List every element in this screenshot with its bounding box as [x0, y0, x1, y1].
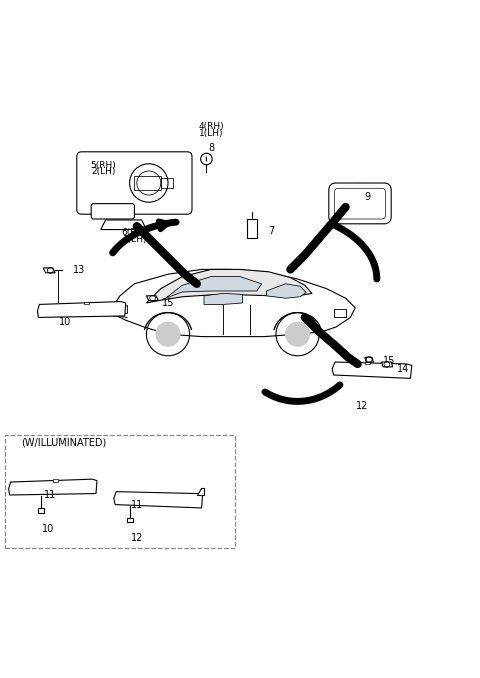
FancyBboxPatch shape [91, 203, 134, 219]
Text: 14: 14 [397, 364, 409, 374]
Polygon shape [84, 302, 89, 304]
Bar [334, 308, 346, 317]
Polygon shape [332, 362, 412, 378]
Polygon shape [37, 302, 126, 317]
Polygon shape [166, 277, 262, 298]
Polygon shape [365, 357, 373, 362]
Bar [127, 517, 133, 522]
FancyBboxPatch shape [77, 152, 192, 214]
Text: 4(RH): 4(RH) [198, 122, 224, 132]
Bar [38, 508, 44, 513]
Text: 2(LH): 2(LH) [91, 167, 115, 176]
Text: 9: 9 [364, 193, 370, 203]
Text: 10: 10 [59, 317, 71, 327]
Text: 5(RH): 5(RH) [90, 161, 116, 170]
Polygon shape [266, 284, 306, 298]
Circle shape [286, 322, 310, 346]
Text: 15: 15 [162, 298, 174, 308]
Polygon shape [146, 296, 158, 300]
Text: 6(RH): 6(RH) [121, 228, 147, 237]
Polygon shape [365, 361, 370, 364]
Text: 8: 8 [208, 143, 214, 153]
Polygon shape [197, 487, 204, 495]
Text: 1(LH): 1(LH) [199, 129, 224, 138]
Polygon shape [110, 269, 355, 336]
Polygon shape [204, 294, 242, 304]
FancyBboxPatch shape [329, 183, 391, 224]
Text: 10: 10 [42, 523, 54, 534]
Text: 15: 15 [383, 355, 395, 365]
Text: (W/ILLUMINATED): (W/ILLUMINATED) [22, 437, 107, 447]
FancyBboxPatch shape [335, 188, 385, 219]
Polygon shape [146, 269, 312, 303]
Text: 13: 13 [73, 265, 85, 275]
Polygon shape [114, 492, 203, 508]
Text: 12: 12 [356, 401, 369, 411]
Bar [247, 219, 257, 238]
Text: 11: 11 [44, 490, 57, 500]
Polygon shape [9, 479, 97, 495]
Bar [115, 305, 127, 313]
Text: 12: 12 [131, 533, 143, 543]
Text: 3(LH): 3(LH) [122, 235, 147, 243]
Bar [5, 435, 235, 548]
Bar [134, 176, 161, 191]
Bar [161, 178, 173, 188]
Polygon shape [101, 220, 146, 230]
Polygon shape [382, 362, 393, 367]
Polygon shape [53, 479, 58, 482]
Polygon shape [43, 268, 55, 273]
Circle shape [156, 322, 180, 346]
Text: 11: 11 [131, 500, 143, 510]
Text: 7: 7 [268, 226, 275, 236]
